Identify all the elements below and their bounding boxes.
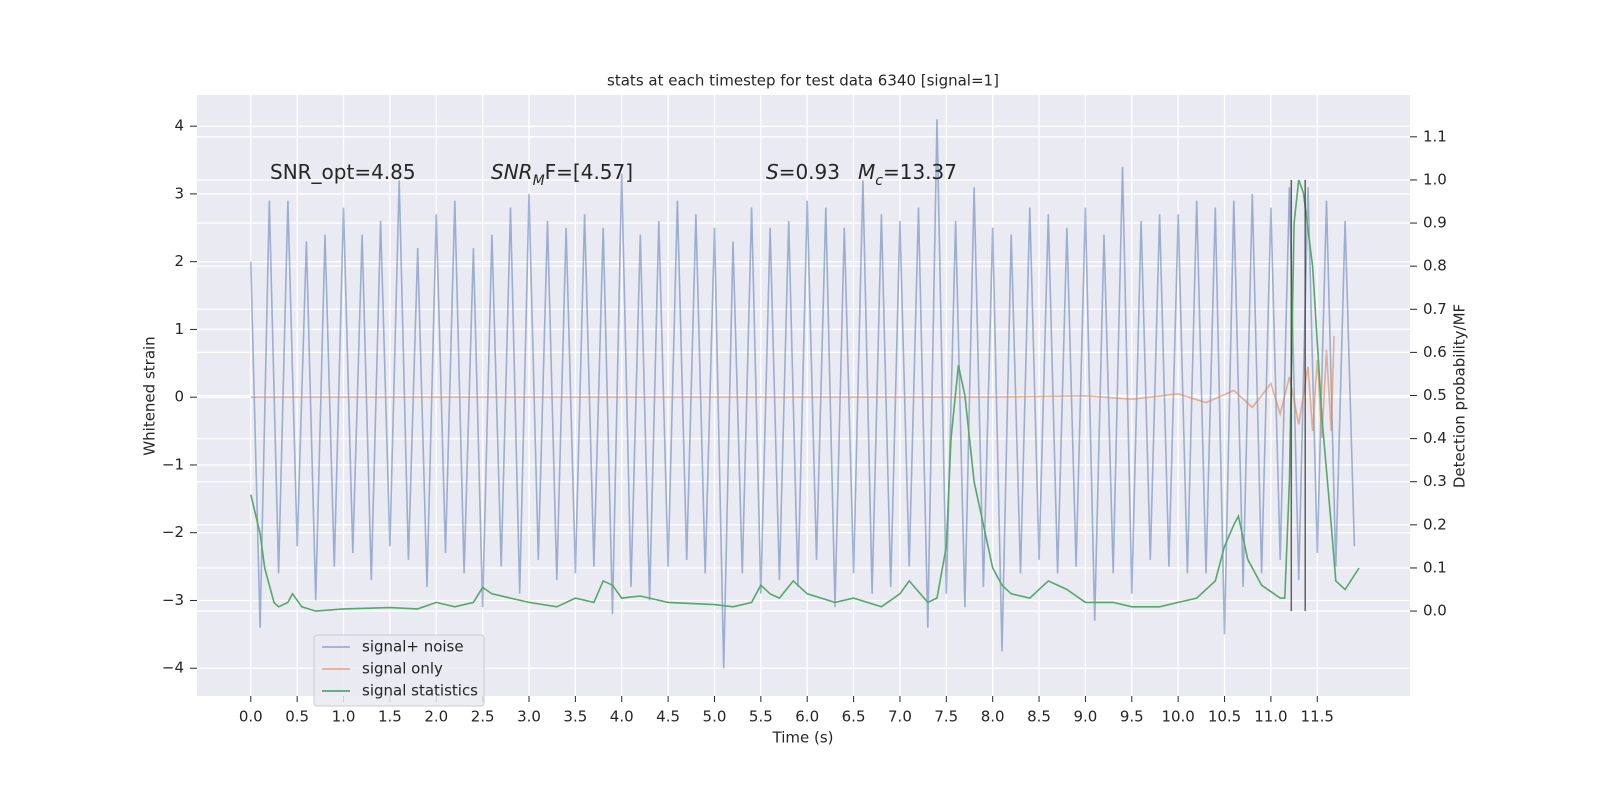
x-tick-label: 1.0 <box>332 708 356 726</box>
y2-tick-label: 0.2 <box>1423 515 1447 533</box>
y2-tick-label: 0.4 <box>1423 429 1447 447</box>
x-tick-label: 3.0 <box>517 708 541 726</box>
y2-tick-label: 1.1 <box>1423 127 1447 145</box>
x-tick-label: 9.0 <box>1073 708 1097 726</box>
x-tick-label: 11.5 <box>1301 708 1334 726</box>
annotation-part: S <box>766 160 779 184</box>
legend-box <box>313 634 485 707</box>
x-tick-label: 7.5 <box>934 708 958 726</box>
annotation-part: =13.37 <box>883 160 957 184</box>
y2-tick-label: 0.1 <box>1423 558 1447 576</box>
y2-tick-label: 0.7 <box>1423 300 1447 318</box>
x-tick-label: 5.0 <box>703 708 727 726</box>
y-tick-label: 1 <box>174 320 184 338</box>
x-tick-label: 3.5 <box>563 708 587 726</box>
annotation-part: SNR <box>491 160 533 184</box>
x-tick-label: 0.5 <box>285 708 309 726</box>
x-tick-label: 10.5 <box>1208 708 1241 726</box>
x-tick-label: 9.5 <box>1120 708 1144 726</box>
x-tick-label: 4.5 <box>656 708 680 726</box>
y-tick-label: −4 <box>162 659 184 677</box>
x-tick-label: 8.0 <box>981 708 1005 726</box>
annotation-part: c <box>875 173 883 189</box>
y2-axis-label: Detection probability/MF <box>1451 304 1469 488</box>
series-line <box>250 119 1356 669</box>
y-tick-label: 0 <box>174 388 184 406</box>
x-tick-label: 10.0 <box>1161 708 1194 726</box>
x-tick-label: 0.0 <box>239 708 263 726</box>
series-line <box>250 336 1335 438</box>
x-tick-label: 2.5 <box>471 708 495 726</box>
annotation-part: F=[4.57] <box>545 160 633 184</box>
y-tick-label: 4 <box>174 117 184 135</box>
annotation-part: =0.93 <box>779 160 840 184</box>
x-tick-label: 8.5 <box>1027 708 1051 726</box>
y2-tick-label: 0.5 <box>1423 386 1447 404</box>
legend-label: signal+ noise <box>362 638 464 656</box>
legend-label: signal only <box>362 660 443 678</box>
annotation-part: M <box>533 173 545 189</box>
y-tick-label: −2 <box>162 523 184 541</box>
x-tick-label: 7.0 <box>888 708 912 726</box>
y2-tick-label: 0.0 <box>1423 602 1447 620</box>
annotation: SNR_opt=4.85 <box>270 160 416 184</box>
annotation: Mc=13.37 <box>858 160 957 190</box>
legend-label: signal statistics <box>362 682 478 700</box>
series-line <box>250 179 1360 612</box>
annotation-part: SNR_opt=4.85 <box>270 160 416 184</box>
chart-title: stats at each timestep for test data 634… <box>607 72 999 90</box>
x-tick-label: 2.0 <box>424 708 448 726</box>
y2-tick-label: 0.3 <box>1423 472 1447 490</box>
y-tick-label: 3 <box>174 184 184 202</box>
y2-tick-label: 0.6 <box>1423 343 1447 361</box>
legend: signal+ noise signal only signal statistic… <box>313 634 485 707</box>
annotation: SNRMF=[4.57] <box>491 160 633 190</box>
y2-tick-label: 1.0 <box>1423 170 1447 188</box>
annotation: S=0.93 <box>766 160 840 184</box>
y2-tick-label: 0.8 <box>1423 257 1447 275</box>
y2-tick-label: 0.9 <box>1423 214 1447 232</box>
annotation-part: M <box>858 160 875 184</box>
y-tick-label: 2 <box>174 252 184 270</box>
x-tick-label: 11.0 <box>1254 708 1287 726</box>
x-tick-label: 5.5 <box>749 708 773 726</box>
x-tick-label: 6.0 <box>795 708 819 726</box>
x-tick-label: 1.5 <box>378 708 402 726</box>
y-axis-label: Whitened strain <box>141 336 159 455</box>
x-tick-label: 6.5 <box>842 708 866 726</box>
x-tick-label: 4.0 <box>610 708 634 726</box>
y-tick-label: −3 <box>162 591 184 609</box>
y-tick-label: −1 <box>162 455 184 473</box>
x-axis-label: Time (s) <box>772 729 834 747</box>
